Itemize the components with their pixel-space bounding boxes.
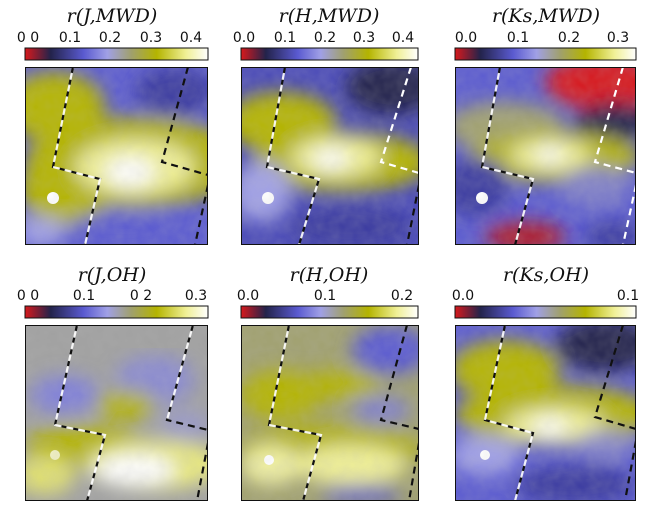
colorbar-tick-label: 0.2 — [558, 30, 580, 46]
colorbar — [454, 305, 637, 319]
panel-title: r(H,MWD) — [279, 5, 380, 27]
colorbar-tick-label: 0.1 — [617, 288, 639, 304]
panel-ks-mwd: r(Ks,MWD) 0.0 0.1 0.2 0.3 — [454, 5, 637, 245]
colorbar-tick-label: 0.2 — [391, 288, 413, 304]
panel-h-mwd: r(H,MWD) 0.0 0.1 0.2 0.3 0.4 — [233, 5, 419, 245]
colorbar — [240, 47, 419, 61]
colorbar-ticks: 0.0 0.1 0.2 0.3 — [455, 30, 629, 46]
panel-ks-oh: r(Ks,OH) 0.0 0.1 — [452, 264, 639, 501]
colorbar-tick-label: 0.3 — [607, 30, 629, 46]
panel-j-oh: r(J,OH) 0 0 0.1 0 2 0.3 — [17, 264, 209, 501]
panel-title: r(J,MWD) — [67, 5, 158, 27]
colorbar-tick-label: 0.4 — [180, 30, 202, 46]
colorbar-ticks: 0 0 0.1 0.2 0.3 0.4 — [17, 30, 202, 46]
heatmap — [25, 67, 208, 245]
colorbar-tick-label: 0.0 — [452, 288, 474, 304]
heatmap — [455, 325, 636, 501]
colorbar-tick-label: 0.0 — [237, 288, 259, 304]
panel-title: r(J,OH) — [78, 264, 147, 286]
colorbar-ticks: 0.0 0.1 0.2 — [237, 288, 413, 304]
colorbar — [240, 305, 419, 319]
colorbar-tick-label: 0.1 — [59, 30, 81, 46]
colorbar — [454, 47, 637, 61]
heatmap — [455, 67, 636, 245]
colorbar-tick-label: 0.1 — [314, 288, 336, 304]
heatmap — [241, 67, 419, 245]
panel-title: r(Ks,OH) — [503, 264, 589, 286]
colorbar-tick-label: 0.3 — [353, 30, 375, 46]
heatmap — [241, 325, 419, 501]
panel-title: r(Ks,MWD) — [492, 5, 600, 27]
colorbar — [24, 47, 209, 61]
colorbar-tick-label: 0.2 — [99, 30, 121, 46]
panel-title: r(H,OH) — [290, 264, 369, 286]
colorbar-tick-label: 0.0 — [455, 30, 477, 46]
colorbar-tick-label: 0.3 — [140, 30, 162, 46]
colorbar-tick-label: 0.0 — [233, 30, 255, 46]
colorbar-tick-label: 0.2 — [314, 30, 336, 46]
colorbar-tick-label: 0 0 — [17, 30, 39, 46]
colorbar-tick-label: 0.1 — [73, 288, 95, 304]
colorbar-tick-label: 0.1 — [507, 30, 529, 46]
colorbar-ticks: 0 0 0.1 0 2 0.3 — [17, 288, 207, 304]
colorbar-tick-label: 0.4 — [392, 30, 414, 46]
panel-h-oh: r(H,OH) 0.0 0.1 0.2 — [237, 264, 419, 501]
colorbar-ticks: 0.0 0.1 0.2 0.3 0.4 — [233, 30, 414, 46]
colorbar-tick-label: 0 0 — [17, 288, 39, 304]
colorbar-tick-label: 0 2 — [130, 288, 152, 304]
panel-j-mwd: r(J,MWD) 0 0 0.1 0.2 0.3 0.4 — [17, 5, 209, 245]
heatmap — [25, 325, 208, 501]
colorbar-tick-label: 0.3 — [185, 288, 207, 304]
colorbar-tick-label: 0.1 — [274, 30, 296, 46]
colorbar-ticks: 0.0 0.1 — [452, 288, 639, 304]
colorbar — [24, 305, 209, 319]
